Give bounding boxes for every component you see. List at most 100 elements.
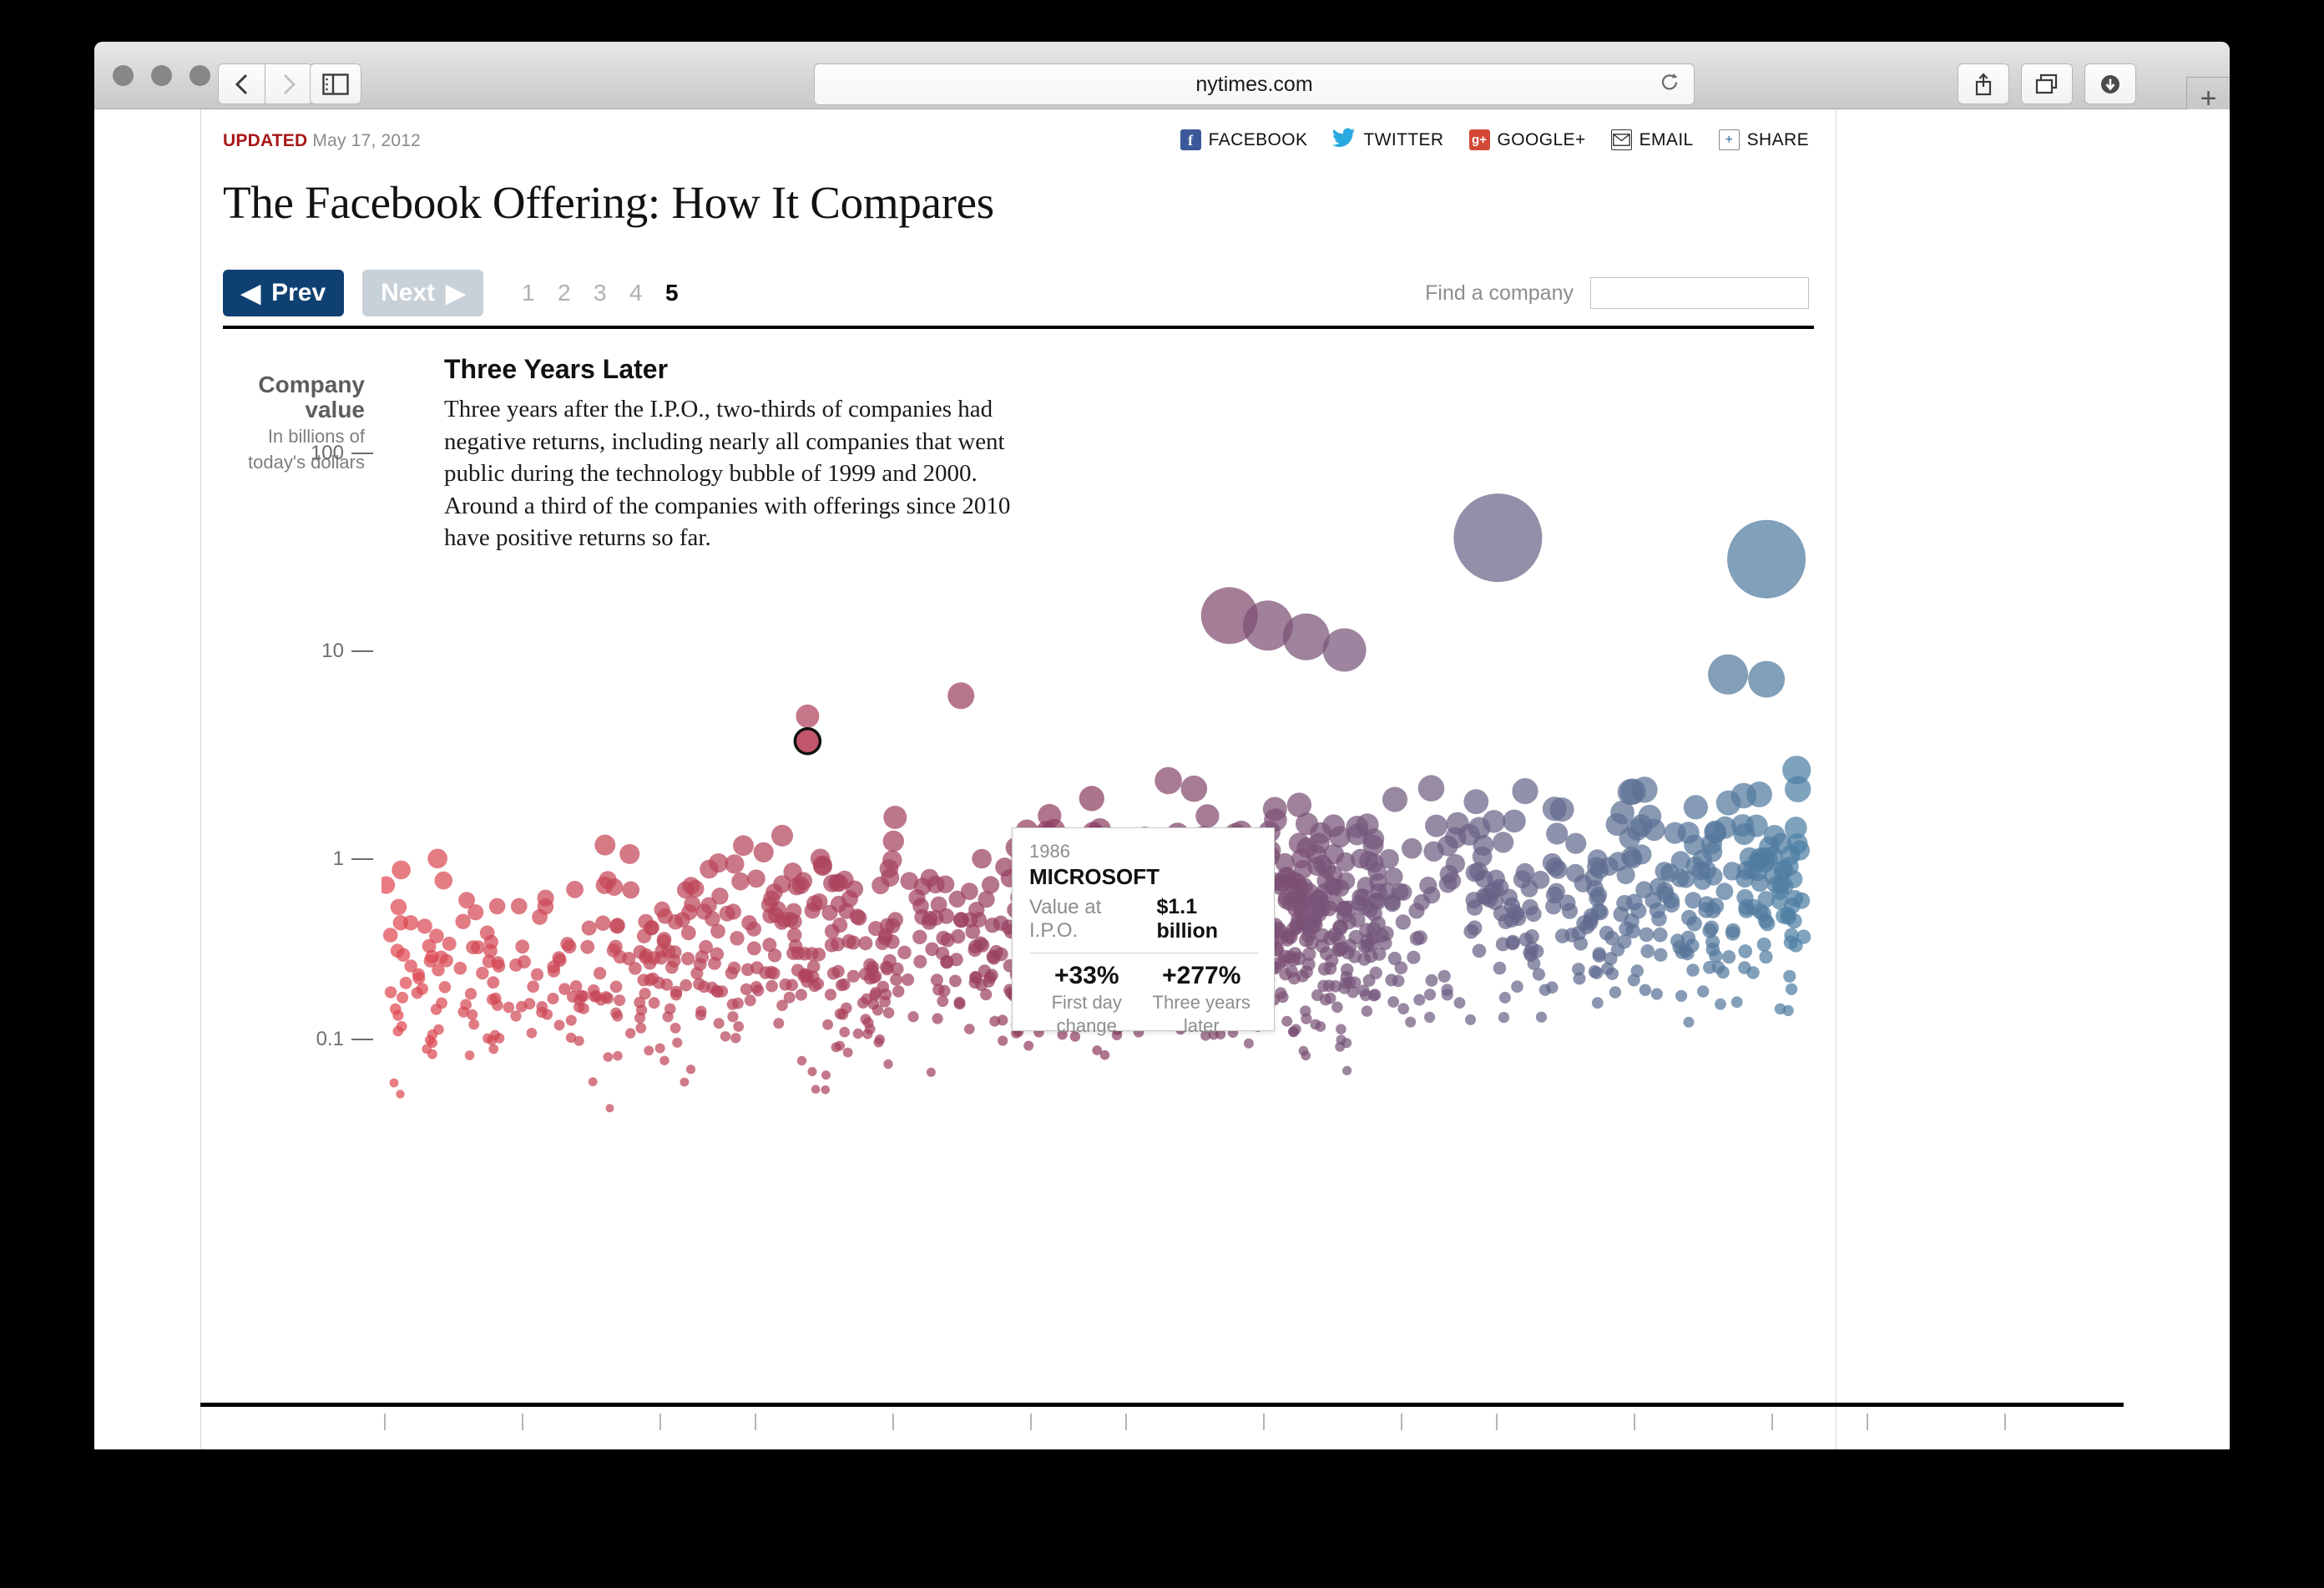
ipo-bubble[interactable] <box>1384 867 1403 886</box>
ipo-bubble[interactable] <box>926 1067 936 1077</box>
ipo-bubble[interactable] <box>562 939 577 954</box>
ipo-bubble[interactable] <box>575 989 588 1002</box>
ipo-bubble[interactable] <box>515 939 530 954</box>
ipo-bubble[interactable] <box>900 872 919 890</box>
ipo-bubble[interactable] <box>1573 972 1586 985</box>
ipo-bubble[interactable] <box>1342 938 1357 953</box>
ipo-bubble[interactable] <box>1759 950 1773 964</box>
ipo-bubble[interactable] <box>713 1018 725 1029</box>
ipo-bubble[interactable] <box>668 945 682 959</box>
ipo-bubble[interactable] <box>846 969 860 983</box>
ipo-bubble[interactable] <box>532 909 548 925</box>
ipo-bubble[interactable] <box>578 1003 589 1014</box>
ipo-bubble[interactable] <box>1360 933 1375 948</box>
ipo-bubble[interactable] <box>1784 817 1807 839</box>
ipo-bubble[interactable] <box>1405 1016 1417 1028</box>
ipo-bubble[interactable] <box>791 946 806 960</box>
new-tab-button[interactable]: + <box>2186 77 2230 120</box>
ipo-bubble[interactable] <box>1651 911 1667 927</box>
ipo-bubble[interactable] <box>609 980 623 994</box>
ipo-bubble[interactable] <box>972 848 992 869</box>
ipo-bubble[interactable] <box>1425 974 1438 987</box>
ipo-bubble[interactable] <box>1310 1019 1321 1030</box>
ipo-bubble[interactable] <box>1757 891 1775 908</box>
ipo-bubble[interactable] <box>1722 950 1736 964</box>
ipo-bubble[interactable] <box>1335 1041 1346 1052</box>
ipo-bubble[interactable] <box>1505 936 1520 951</box>
ipo-bubble[interactable] <box>732 997 744 1009</box>
ipo-bubble[interactable] <box>594 967 607 980</box>
show-all-tabs-button[interactable] <box>2021 63 2073 104</box>
ipo-bubble[interactable] <box>807 1067 817 1076</box>
ipo-bubble[interactable] <box>669 1023 681 1034</box>
ipo-bubble[interactable] <box>710 984 723 997</box>
ipo-bubble[interactable] <box>753 842 774 862</box>
ipo-bubble[interactable] <box>588 1077 598 1087</box>
ipo-bubble[interactable] <box>464 1050 475 1060</box>
ipo-bubble[interactable] <box>1774 1003 1786 1015</box>
ipo-bubble[interactable] <box>458 892 476 909</box>
ipo-bubble[interactable] <box>842 1047 853 1058</box>
ipo-bubble[interactable] <box>786 979 799 992</box>
ipo-bubble[interactable] <box>471 940 485 954</box>
ipo-bubble[interactable] <box>765 979 778 993</box>
ipo-bubble[interactable] <box>613 1050 623 1061</box>
ipo-bubble[interactable] <box>479 925 495 941</box>
ipo-bubble[interactable] <box>759 966 772 979</box>
ipo-bubble[interactable] <box>693 958 707 971</box>
ipo-bubble[interactable] <box>1397 1003 1409 1014</box>
ipo-bubble[interactable] <box>672 1037 683 1048</box>
ipo-bubble[interactable] <box>1793 892 1811 909</box>
ipo-bubble[interactable] <box>892 985 905 998</box>
ipo-bubble[interactable] <box>1725 926 1740 941</box>
ipo-bubble[interactable] <box>595 915 611 931</box>
ipo-bubble[interactable] <box>662 1011 674 1023</box>
ipo-bubble[interactable] <box>912 929 927 944</box>
ipo-bubble[interactable] <box>1465 1014 1476 1025</box>
address-bar[interactable]: nytimes.com <box>814 63 1695 105</box>
ipo-bubble[interactable] <box>1417 775 1445 802</box>
ipo-bubble[interactable] <box>467 1009 478 1020</box>
ipo-bubble[interactable] <box>1287 972 1301 985</box>
ipo-bubble[interactable] <box>700 859 719 879</box>
ipo-bubble[interactable] <box>725 903 741 920</box>
ipo-bubble[interactable] <box>1272 956 1286 970</box>
ipo-bubble[interactable] <box>938 908 955 924</box>
ipo-bubble[interactable] <box>552 951 566 965</box>
ipo-bubble[interactable] <box>1599 925 1614 941</box>
ipo-bubble[interactable] <box>1771 893 1788 910</box>
ipo-bubble[interactable] <box>883 1059 893 1070</box>
ipo-bubble[interactable] <box>547 964 561 978</box>
ipo-bubble[interactable] <box>581 920 597 936</box>
ipo-bubble[interactable] <box>390 1003 402 1015</box>
ipo-bubble[interactable] <box>882 850 902 870</box>
ipo-bubble[interactable] <box>609 918 625 934</box>
ipo-bubble[interactable] <box>1763 825 1786 847</box>
ipo-bubble[interactable] <box>453 961 467 975</box>
ipo-bubble[interactable] <box>488 898 506 915</box>
ipo-bubble[interactable] <box>1079 786 1104 812</box>
ipo-bubble[interactable] <box>511 898 528 915</box>
ipo-bubble[interactable] <box>639 988 651 1000</box>
ipo-bubble[interactable] <box>590 990 603 1003</box>
ipo-bubble[interactable] <box>639 948 654 962</box>
ipo-bubble[interactable] <box>1592 947 1607 961</box>
close-window-button[interactable] <box>113 65 134 86</box>
ipo-bubble[interactable] <box>1675 989 1688 1002</box>
ipo-bubble[interactable] <box>382 928 398 943</box>
ipo-bubble[interactable] <box>962 912 978 928</box>
ipo-bubble[interactable] <box>1630 903 1647 919</box>
ipo-bubble[interactable] <box>1503 897 1521 914</box>
ipo-bubble[interactable] <box>846 935 861 950</box>
ipo-bubble[interactable] <box>1621 847 1641 867</box>
ipo-bubble[interactable] <box>1442 872 1462 890</box>
ipo-bubble[interactable] <box>1362 974 1376 987</box>
ipo-bubble[interactable] <box>1733 823 1756 846</box>
ipo-bubble[interactable] <box>776 912 792 928</box>
ipo-bubble[interactable] <box>771 824 793 847</box>
ipo-bubble[interactable] <box>1277 892 1295 909</box>
show-sidebar-button[interactable] <box>310 63 361 104</box>
minimize-window-button[interactable] <box>151 65 172 86</box>
ipo-bubble[interactable] <box>537 889 554 907</box>
ipo-bubble[interactable] <box>1323 877 1341 895</box>
